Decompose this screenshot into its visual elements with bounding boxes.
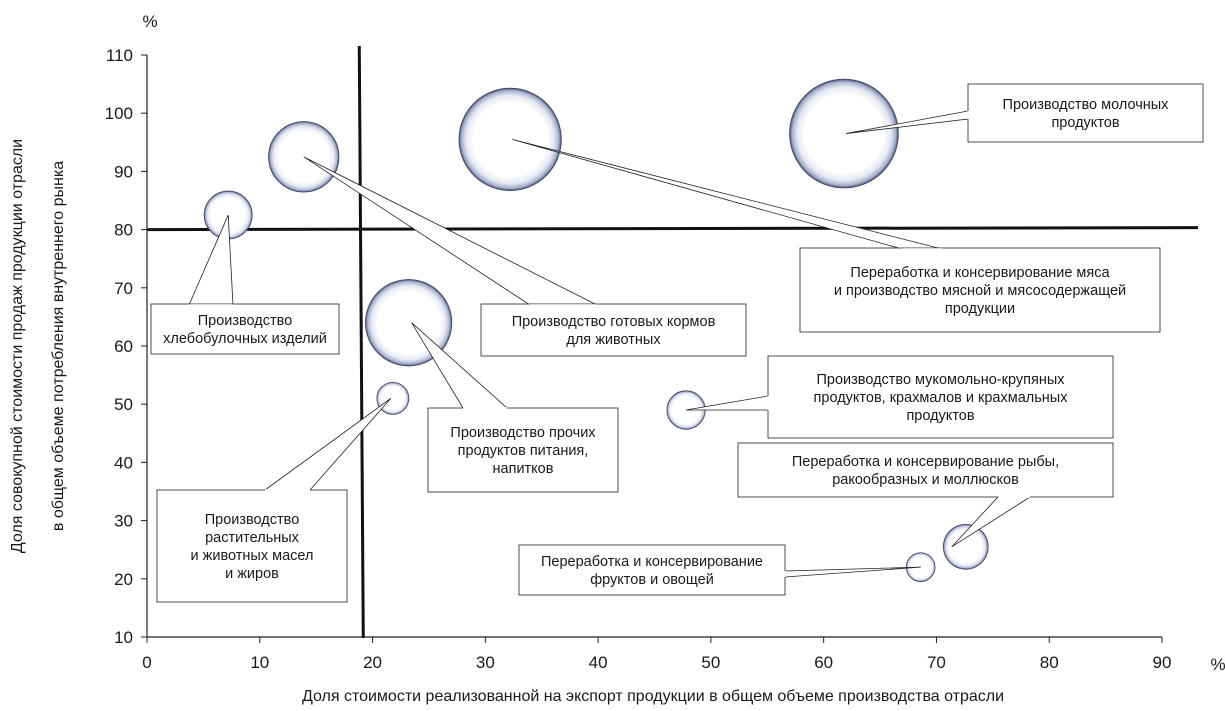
annotation-leader <box>263 398 392 491</box>
x-unit-label: % <box>1210 655 1225 674</box>
y-axis-title-2: в общем объеме потребления внутреннего р… <box>50 161 67 531</box>
annotation-text-line: Переработка и консервирование <box>541 554 763 570</box>
annotation-text: Переработка и консервирование мяса и прои… <box>834 265 1126 317</box>
annotation-text: Производство хлебобулочных изделий <box>163 313 327 347</box>
x-tick-label: 40 <box>589 653 608 672</box>
annotation-text-line: растительных <box>205 530 300 546</box>
annotation-box <box>150 303 340 355</box>
annotation-box <box>967 83 1204 143</box>
x-tick-label: 10 <box>250 653 269 672</box>
y-tick-label: 110 <box>106 46 133 65</box>
x-tick-label: 0 <box>142 653 151 672</box>
bubble-point <box>789 78 899 189</box>
annotation-text: Производство молочных продуктов <box>1003 97 1170 131</box>
annotation-text-line: продуктов, крахмалов и крахмальных <box>814 390 1069 406</box>
y-tick-label: 70 <box>114 279 133 298</box>
annotation-text-line: продукции <box>945 301 1015 317</box>
annotation-leader <box>784 566 921 578</box>
x-tick-label: 50 <box>701 653 720 672</box>
annotation-text: Производство растительных и животных масел… <box>191 512 314 582</box>
annotation-text-line: Производство готовых кормов <box>512 314 716 330</box>
annotation-text-line: хлебобулочных изделий <box>163 331 327 347</box>
annotation-text-line: Переработка и консервирование мяса <box>850 265 1110 281</box>
reference-line-horizontal <box>146 226 1199 232</box>
y-tick-label: 80 <box>114 221 133 240</box>
bubble-point <box>458 87 562 191</box>
annotation-text-line: продуктов <box>1051 115 1119 131</box>
annotation-box <box>156 489 348 603</box>
y-tick-label: 30 <box>114 512 133 531</box>
y-axis-title: Доля совокупной стоимости продаж продукц… <box>9 139 26 553</box>
x-tick-label: 20 <box>363 653 382 672</box>
annotation-text-line: фруктов и овощей <box>590 572 714 588</box>
annotation-leader <box>303 156 598 306</box>
annotation-text: Производство готовых кормов для животных <box>512 314 716 348</box>
y-tick-label: 100 <box>105 104 133 123</box>
annotation-box <box>737 442 1114 498</box>
x-tick-label: 70 <box>927 653 946 672</box>
annotation-text: Переработка и консервирование рыбы, ракоо… <box>792 454 1059 488</box>
y-tick-label: 20 <box>114 570 133 589</box>
annotation-box <box>518 544 786 596</box>
y-tick-label: 40 <box>114 453 133 472</box>
y-tick-label: 60 <box>114 337 133 356</box>
y-axis-title-line-2: в общем объеме потребления внутреннего р… <box>50 161 67 531</box>
bubble-point <box>942 523 989 570</box>
annotation-text-line: для животных <box>566 332 661 348</box>
annotation-box <box>480 303 747 357</box>
annotation-box <box>427 407 619 493</box>
y-tick-label: 10 <box>114 628 133 647</box>
y-tick-label: 50 <box>114 395 133 414</box>
annotation-text-line: Производство <box>205 512 300 528</box>
annotation-text-line: напитков <box>493 461 554 477</box>
annotation-text-line: продуктов <box>906 408 974 424</box>
annotation-text-line: и жиров <box>225 566 279 582</box>
annotation-text-line: и животных масел <box>191 548 314 564</box>
annotation-text: Производство мукомольно-крупяных продукто… <box>814 372 1069 424</box>
annotation-leader <box>951 496 1032 548</box>
annotation-text-line: продуктов питания, <box>458 443 589 459</box>
x-tick-label: 80 <box>1040 653 1059 672</box>
annotation-text: Производство прочих продуктов питания, нап… <box>450 425 596 477</box>
annotation-text: Переработка и консервирование фруктов и о… <box>541 554 763 588</box>
annotation-box <box>767 355 1114 439</box>
reference-line-vertical <box>357 45 365 639</box>
annotation-text-line: Производство молочных <box>1003 97 1170 113</box>
x-tick-label: 30 <box>476 653 495 672</box>
y-tick-label: 90 <box>114 162 133 181</box>
x-tick-label: 60 <box>814 653 833 672</box>
bubble-point <box>376 381 410 415</box>
annotation-text-line: и производство мясной и мясосодержащей <box>834 283 1126 299</box>
y-axis-title-line-1: Доля совокупной стоимости продаж продукц… <box>9 139 26 553</box>
x-tick-label: 90 <box>1153 653 1172 672</box>
annotation-text-line: Производство прочих <box>450 425 596 441</box>
annotation-text-line: Переработка и консервирование рыбы, <box>792 454 1059 470</box>
annotation-text-line: Производство мукомольно-крупяных <box>816 372 1065 388</box>
annotation-text-line: Производство <box>198 313 293 329</box>
y-unit-label: % <box>142 12 157 31</box>
annotation-box <box>799 247 1161 333</box>
x-axis-title: Доля стоимости реализованной на экспорт … <box>302 688 1004 705</box>
annotation-text-line: ракообразных и моллюсков <box>832 472 1019 488</box>
